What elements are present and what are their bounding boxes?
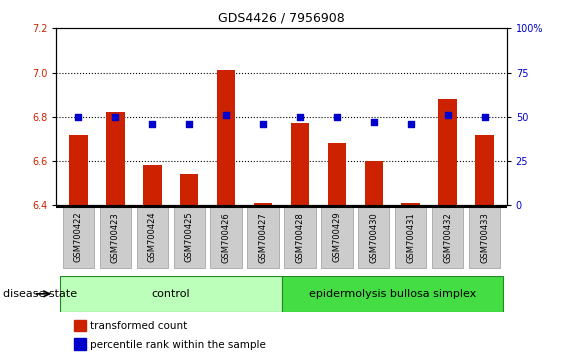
Text: GSM700433: GSM700433	[480, 212, 489, 263]
Bar	[282, 276, 503, 312]
FancyBboxPatch shape	[284, 207, 316, 268]
Bar	[254, 203, 272, 205]
Text: GSM700428: GSM700428	[296, 212, 305, 263]
FancyBboxPatch shape	[321, 207, 352, 268]
Bar	[69, 135, 88, 205]
Text: GSM700432: GSM700432	[443, 212, 452, 263]
FancyBboxPatch shape	[173, 207, 205, 268]
Point	[111, 114, 120, 120]
Point	[148, 121, 157, 127]
Bar	[74, 320, 86, 331]
Text: epidermolysis bullosa simplex: epidermolysis bullosa simplex	[309, 289, 476, 299]
Bar	[365, 161, 383, 205]
Bar	[217, 70, 235, 205]
Text: GSM700425: GSM700425	[185, 212, 194, 263]
FancyBboxPatch shape	[432, 207, 463, 268]
Bar	[328, 143, 346, 205]
Bar	[106, 112, 124, 205]
Bar	[439, 99, 457, 205]
Point	[185, 121, 194, 127]
Text: GSM700429: GSM700429	[332, 212, 341, 263]
FancyBboxPatch shape	[358, 207, 390, 268]
Point	[222, 112, 231, 118]
Text: GSM700427: GSM700427	[258, 212, 267, 263]
Title: GDS4426 / 7956908: GDS4426 / 7956908	[218, 11, 345, 24]
Point	[258, 121, 267, 127]
FancyBboxPatch shape	[62, 207, 94, 268]
Point	[332, 114, 341, 120]
Text: transformed count: transformed count	[90, 321, 187, 331]
Text: GSM700424: GSM700424	[148, 212, 157, 263]
Point	[406, 121, 415, 127]
Text: disease state: disease state	[3, 289, 77, 299]
Point	[443, 112, 452, 118]
FancyBboxPatch shape	[247, 207, 279, 268]
Text: GSM700426: GSM700426	[222, 212, 231, 263]
Text: GSM700422: GSM700422	[74, 212, 83, 263]
FancyBboxPatch shape	[395, 207, 426, 268]
Text: GSM700423: GSM700423	[111, 212, 120, 263]
FancyBboxPatch shape	[469, 207, 501, 268]
Point	[296, 114, 305, 120]
FancyBboxPatch shape	[100, 207, 131, 268]
Bar	[180, 174, 198, 205]
Text: GSM700430: GSM700430	[369, 212, 378, 263]
Bar	[291, 124, 309, 205]
Bar	[401, 203, 420, 205]
FancyBboxPatch shape	[211, 207, 242, 268]
Bar	[74, 338, 86, 350]
Point	[74, 114, 83, 120]
Point	[480, 114, 489, 120]
Text: percentile rank within the sample: percentile rank within the sample	[90, 341, 266, 350]
Bar	[60, 276, 282, 312]
Point	[369, 119, 378, 125]
Text: GSM700431: GSM700431	[406, 212, 415, 263]
FancyBboxPatch shape	[137, 207, 168, 268]
Bar	[475, 135, 494, 205]
Bar	[143, 165, 162, 205]
Text: control: control	[151, 289, 190, 299]
